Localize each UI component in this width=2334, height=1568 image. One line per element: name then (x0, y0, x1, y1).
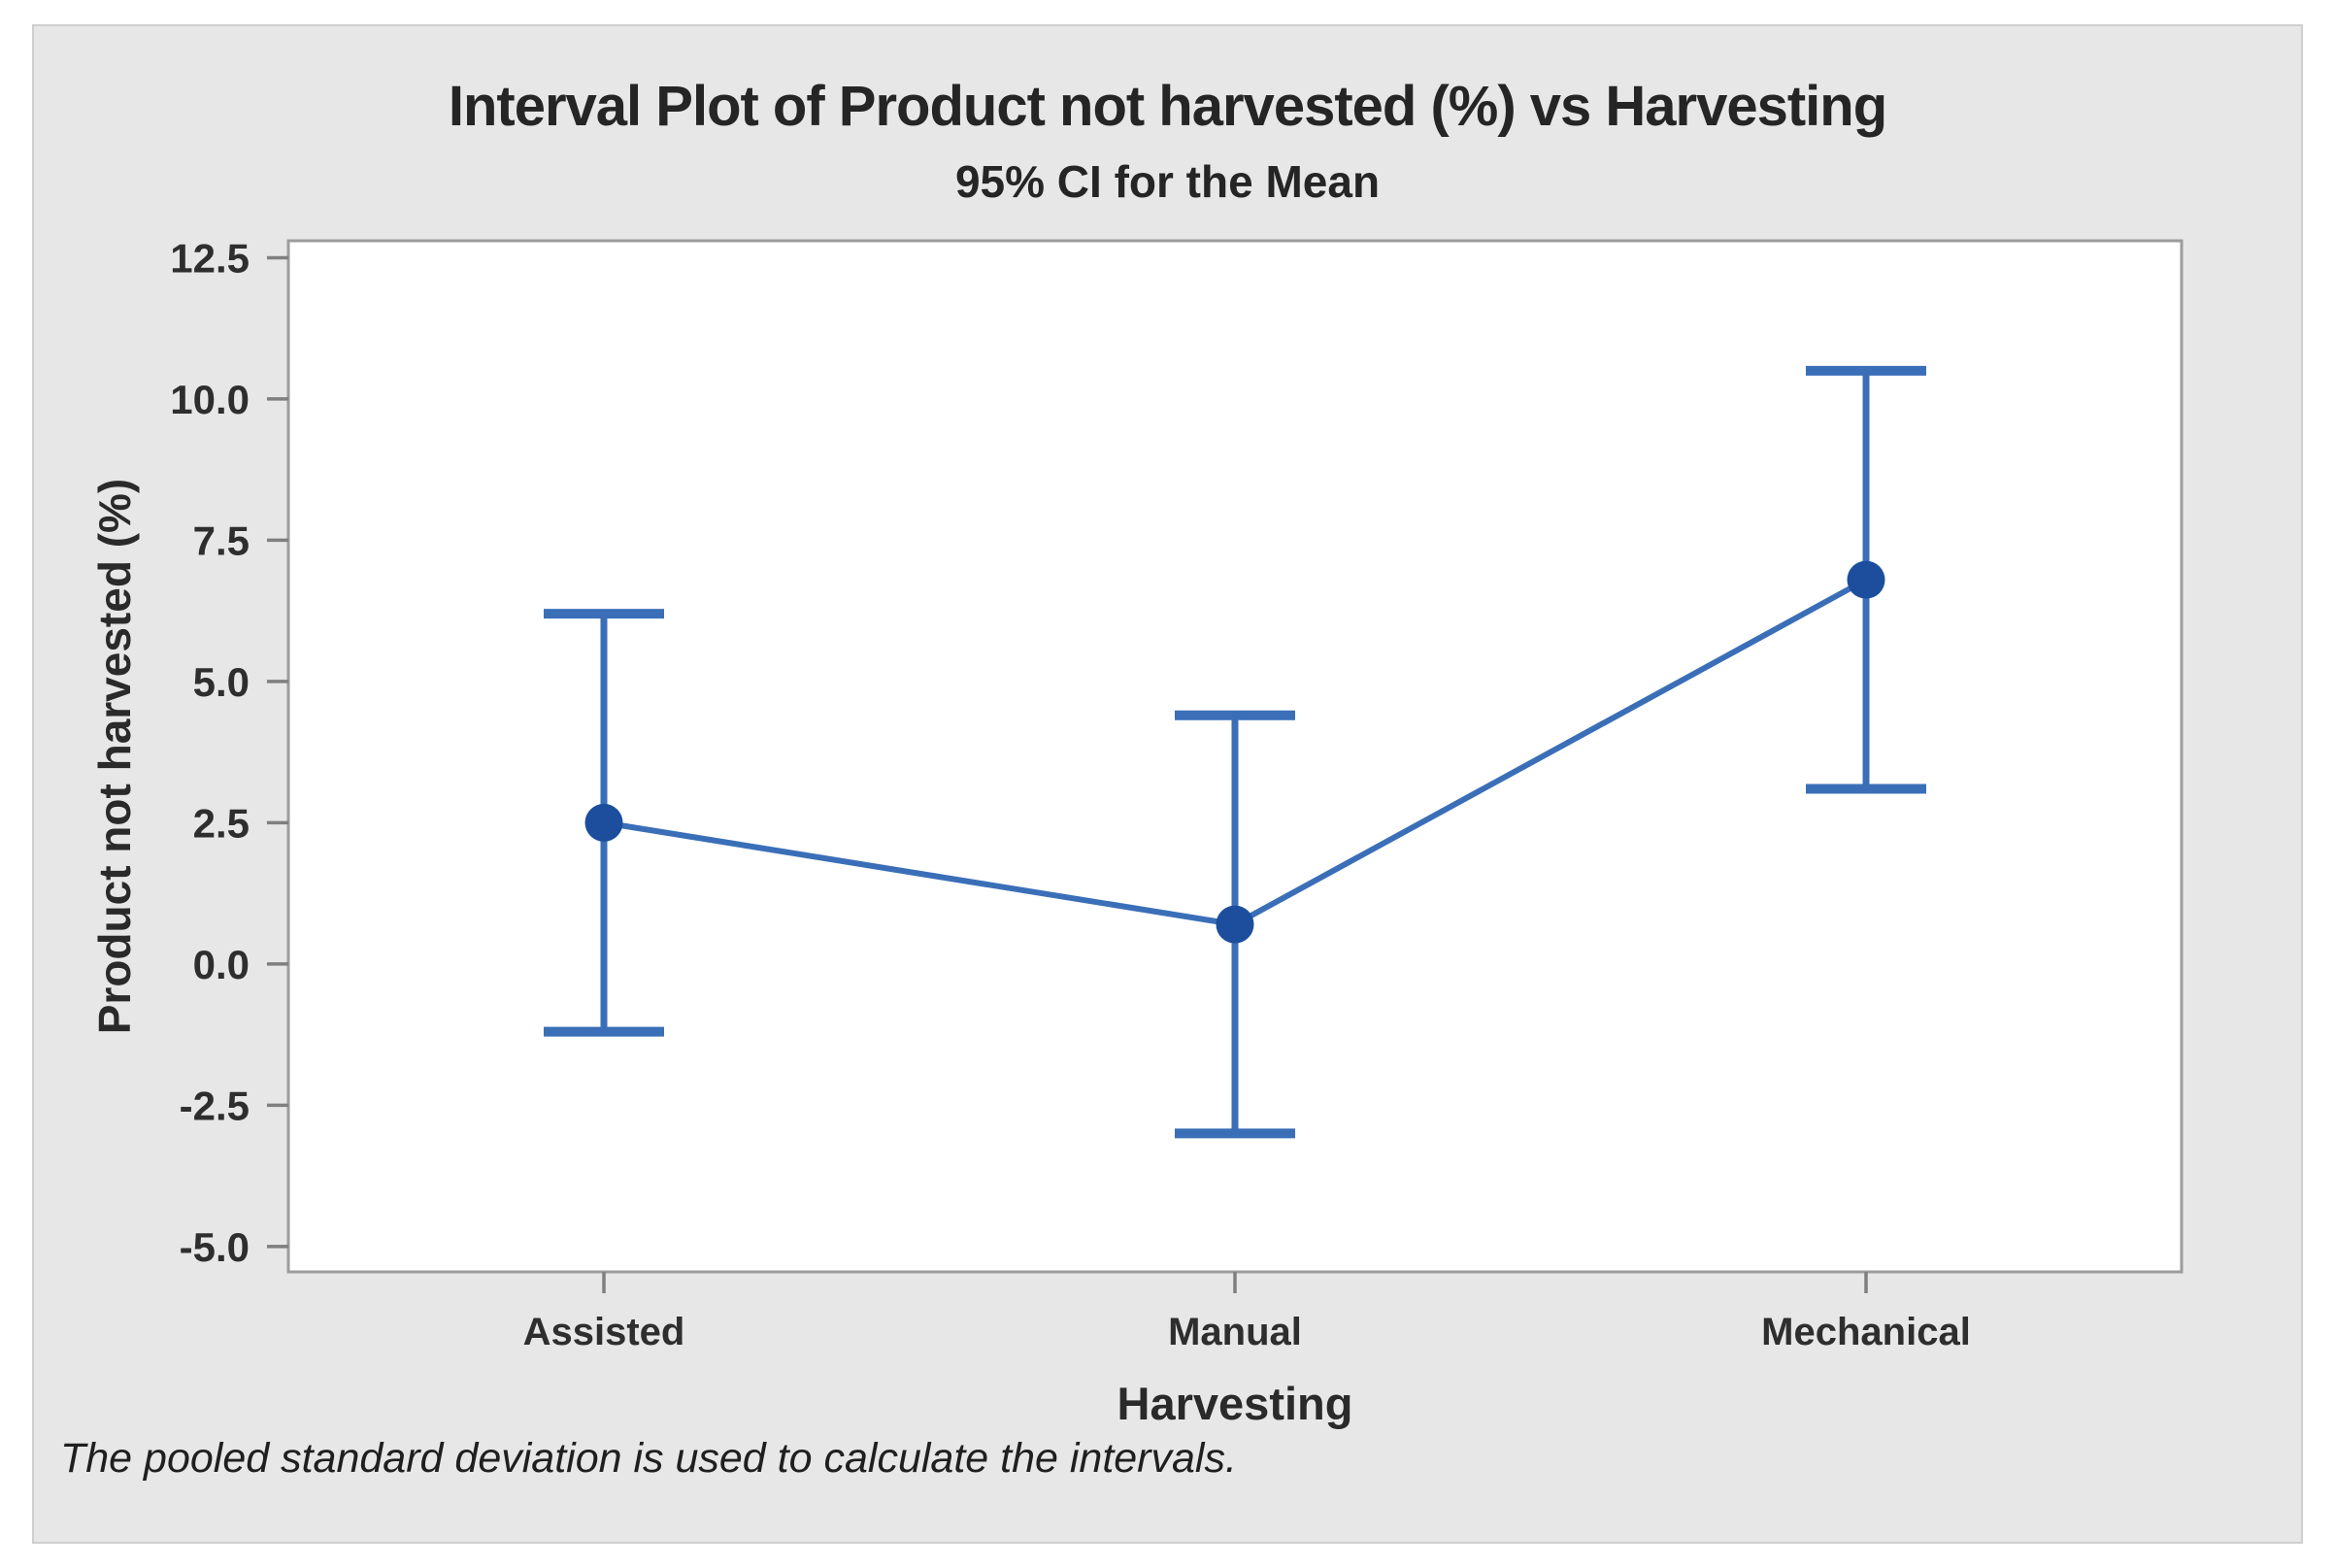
x-tick-label: Mechanical (1761, 1311, 1971, 1353)
mean-marker-assisted (584, 803, 623, 842)
y-tick-label: -5.0 (180, 1224, 250, 1270)
y-tick-label: 5.0 (193, 659, 250, 705)
y-tick-label: 0.0 (193, 942, 250, 987)
chart-subtitle: 95% CI for the Mean (954, 156, 1381, 207)
y-tick-label: 10.0 (170, 377, 250, 422)
mean-marker-manual (1216, 905, 1254, 944)
footnote: The pooled standard deviation is used to… (60, 1435, 1237, 1482)
chart-title: Interval Plot of Product not harvested (… (448, 75, 1887, 138)
x-tick-label: Manual (1168, 1311, 1302, 1353)
y-tick-label: -2.5 (180, 1083, 250, 1128)
mean-marker-mechanical (1847, 560, 1885, 599)
y-tick-label: 2.5 (193, 800, 250, 846)
x-axis-title: Harvesting (1117, 1378, 1353, 1429)
y-tick-label: 7.5 (193, 517, 250, 563)
y-tick-label: 12.5 (170, 235, 250, 281)
x-tick-label: Assisted (523, 1311, 685, 1353)
y-axis-title-text: Product not harvested (%) (89, 478, 140, 1035)
